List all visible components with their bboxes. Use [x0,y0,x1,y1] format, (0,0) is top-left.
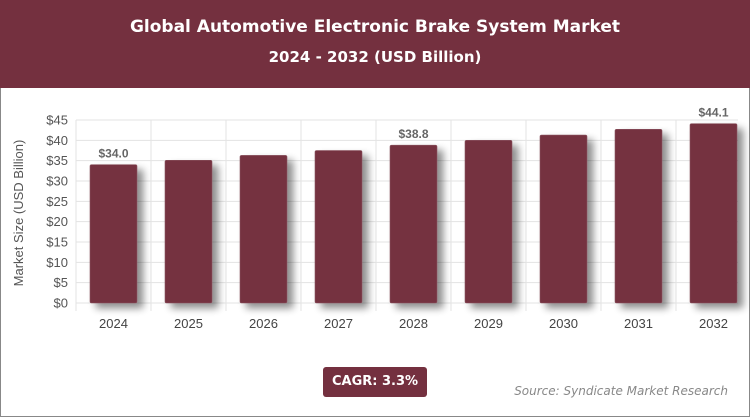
x-tick-label: 2028 [399,316,428,331]
x-tick-label: 2029 [474,316,503,331]
bar [239,155,288,304]
y-tick-label: $40 [46,133,68,148]
y-tick-label: $25 [46,194,68,209]
x-tick-label: 2031 [624,316,653,331]
source-note: Source: Syndicate Market Research [514,384,728,398]
x-tick-label: 2027 [324,316,353,331]
data-label: $38.8 [398,127,428,141]
y-tick-label: $10 [46,255,68,270]
chart-header: Global Automotive Electronic Brake Syste… [0,0,750,88]
cagr-badge: CAGR: 3.3% [323,367,427,397]
y-tick-label: $30 [46,174,68,189]
y-tick-label: $5 [54,275,68,290]
x-tick-label: 2025 [174,316,203,331]
bar [164,159,213,304]
y-tick-label: $0 [54,296,68,311]
chart-subtitle: 2024 - 2032 (USD Billion) [268,48,482,66]
data-label: $44.1 [698,106,728,120]
y-tick-label: $15 [46,235,68,250]
bar [539,134,588,304]
y-axis-label: Market Size (USD Billion) [11,140,26,287]
bar [689,123,738,304]
bar [464,140,513,304]
bar [614,129,663,304]
bar-chart: Market Size (USD Billion) $0 $5 $10 $15 $20 $… [11,106,738,331]
y-tick-label: $35 [46,153,68,168]
y-tick-label: $45 [46,113,68,128]
x-tick-label: 2024 [99,316,128,331]
x-tick-label: 2030 [549,316,578,331]
bar [314,150,363,304]
bar [89,164,138,304]
data-label: $34.0 [98,147,128,161]
x-tick-label: 2032 [699,316,728,331]
y-tick-label: $20 [46,214,68,229]
bar [389,144,438,304]
x-tick-label: 2026 [249,316,278,331]
chart-title: Global Automotive Electronic Brake Syste… [129,17,621,37]
